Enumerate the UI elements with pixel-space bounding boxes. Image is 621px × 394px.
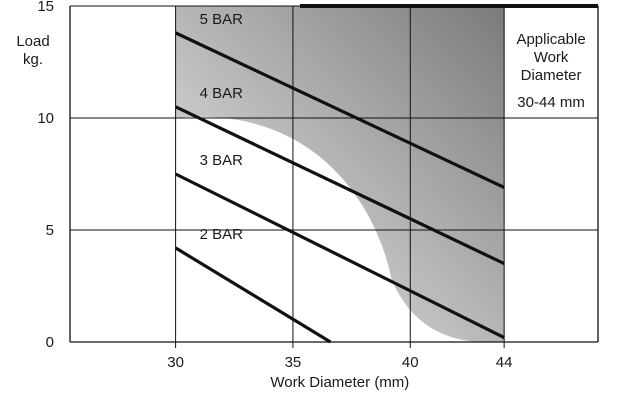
- y-tick-label-10: 10: [37, 110, 54, 127]
- x-tick-label-30: 30: [167, 354, 184, 371]
- plot-frame: [69, 4, 599, 348]
- y-tick-label-15: 15: [37, 0, 54, 15]
- y-tick-label-5: 5: [46, 222, 54, 239]
- x-tick-label-35: 35: [285, 354, 302, 371]
- applicable-range-shade: [175, 6, 505, 342]
- series-lines: [174, 31, 505, 344]
- series-label-4-bar: 4 BAR: [200, 85, 244, 102]
- x-tick-label-44: 44: [496, 354, 513, 371]
- chart-text: 5 BAR 4 BAR 3 BAR 2 BAR 0 5 10 15 30 35 40 44 Loadkg…: [16, 0, 585, 391]
- y-tick-label-0: 0: [46, 334, 54, 351]
- series-label-2-bar: 2 BAR: [200, 226, 244, 243]
- series-line-3-bar: [174, 172, 505, 339]
- range-cutout: [175, 116, 486, 342]
- applicable-note-line-4: 30-44 mm: [517, 94, 585, 111]
- applicable-note-line-3: Diameter: [521, 67, 582, 84]
- y-axis-label-line-1: Load: [16, 33, 49, 50]
- x-axis-label: Work Diameter (mm): [270, 374, 409, 391]
- applicable-note-line-1: Applicable: [516, 31, 585, 48]
- series-label-5-bar: 5 BAR: [200, 11, 244, 28]
- series-line-2-bar: [174, 246, 332, 344]
- applicable-note-line-2: Work: [534, 49, 569, 66]
- y-axis-label-line-2: kg.: [23, 51, 43, 68]
- x-tick-label-40: 40: [402, 354, 419, 371]
- series-line-5-bar: [174, 31, 505, 189]
- series-label-3-bar: 3 BAR: [200, 152, 244, 169]
- series-line-4-bar: [174, 105, 505, 266]
